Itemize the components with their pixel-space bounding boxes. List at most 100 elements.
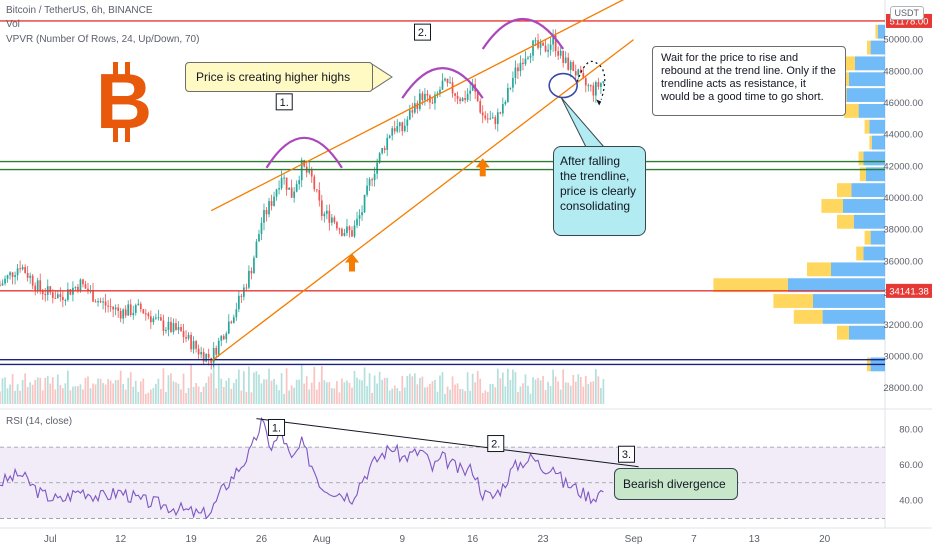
volume-bar [318, 381, 321, 404]
candle-body [215, 347, 218, 355]
candle-body [175, 323, 177, 330]
vp-down-bar [858, 151, 864, 166]
candle-body [119, 310, 122, 319]
volume-bar [496, 368, 499, 404]
candle-body [250, 270, 253, 274]
candle-body [501, 104, 504, 114]
candle-body [202, 352, 205, 362]
volume-bar [501, 372, 504, 404]
candle-body [554, 35, 557, 51]
volume-bar [245, 391, 248, 404]
vp-down-bar [773, 294, 813, 308]
volume-bar [353, 370, 356, 404]
volume-bar [89, 388, 92, 404]
volume-bar [439, 375, 441, 404]
candle-body [253, 257, 255, 274]
volume-bar [263, 379, 265, 404]
vpvr-legend: VPVR (Number Of Rows, 24, Up/Down, 70) [6, 34, 200, 45]
candle-body [280, 177, 283, 189]
candle-body [187, 334, 190, 339]
volume-bar [363, 367, 366, 404]
candle-body [336, 222, 338, 229]
volume-bar [112, 383, 114, 404]
volume-bar [185, 392, 187, 404]
volume-bar [391, 388, 394, 404]
vol-legend: Vol [6, 19, 20, 30]
candle-body [9, 272, 11, 276]
candle-body [346, 226, 348, 233]
candle-body [21, 267, 24, 270]
volume-bar [512, 369, 514, 404]
candle-body [361, 212, 363, 216]
candle-body [562, 50, 565, 63]
candle-body [368, 179, 371, 186]
candle-body [315, 189, 318, 191]
volume-bar [356, 377, 358, 404]
vp-up-bar [843, 199, 885, 213]
candle-body [132, 312, 135, 316]
up-arrow-1 [344, 253, 359, 272]
volume-bar [484, 390, 487, 404]
candle-body [295, 184, 298, 192]
rsi-peak-label-1: 1. [272, 422, 281, 434]
time-tick-label: 23 [538, 534, 550, 545]
candle-body [507, 88, 509, 102]
volume-bar [343, 382, 346, 404]
volume-bar [398, 391, 401, 404]
volume-bar [331, 388, 333, 404]
time-tick-label: 12 [115, 534, 127, 545]
volume-bar [494, 387, 497, 404]
candle-body [529, 55, 532, 58]
volume-bar [421, 376, 424, 404]
candle-body [499, 112, 502, 114]
price-tick-label: 38000.00 [883, 225, 923, 236]
volume-bar [361, 380, 363, 404]
candle-body [162, 320, 165, 331]
candle-body [134, 305, 137, 313]
candle-body [391, 128, 394, 136]
candle-body [388, 135, 391, 138]
candle-body [77, 286, 79, 292]
candle-body [313, 176, 316, 190]
volume-bar [564, 382, 567, 404]
volume-bar [14, 390, 16, 404]
rsi-line [0, 416, 604, 520]
volume-bar [336, 381, 338, 404]
peak-arc-3 [481, 17, 565, 50]
candle-body [49, 286, 52, 293]
candle-body [26, 273, 29, 278]
volume-bar [600, 388, 602, 404]
candle-body [356, 218, 358, 226]
volume-bar [378, 371, 381, 404]
candle-body [456, 95, 459, 99]
candle-body [524, 58, 527, 65]
candle-body [383, 148, 386, 150]
volume-bar [451, 376, 454, 404]
volume-bar [84, 378, 87, 404]
candle-body [587, 85, 590, 87]
volume-bar [592, 381, 595, 404]
candle-body [310, 169, 313, 177]
candle-body [258, 234, 260, 242]
candle-body [419, 93, 421, 109]
candle-body [434, 94, 436, 104]
candle-body [170, 321, 172, 332]
currency-button[interactable]: USDT [889, 6, 924, 20]
volume-bar [260, 383, 263, 404]
candle-body [527, 57, 529, 59]
volume-bar [24, 373, 26, 404]
candle-body [34, 285, 37, 291]
candle-body [200, 352, 202, 355]
candle-body [182, 331, 185, 338]
candle-body [152, 318, 155, 323]
candle-body [584, 78, 587, 86]
volume-bar [572, 374, 575, 404]
volume-bar [237, 369, 240, 404]
volume-bar [579, 376, 582, 404]
volume-bar [386, 377, 389, 404]
volume-bar [373, 375, 376, 404]
peak-label-box-1 [275, 93, 293, 111]
volume-bar [137, 391, 140, 404]
volume-bar [212, 364, 215, 404]
volume-bar [446, 386, 449, 404]
